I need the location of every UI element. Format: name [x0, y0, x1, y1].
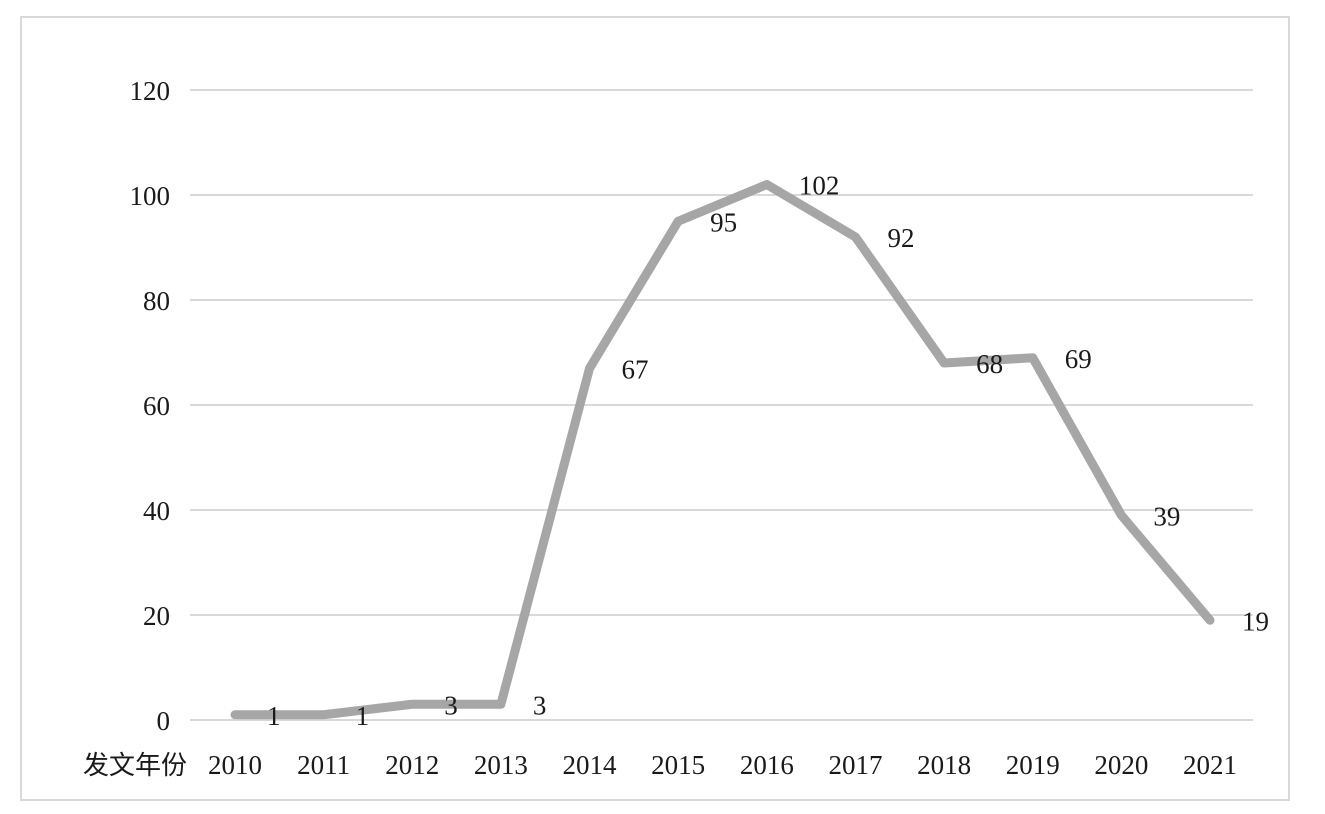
data-point [500, 703, 502, 705]
data-label: 1 [267, 701, 281, 731]
x-tick-label: 2011 [297, 750, 350, 780]
data-label: 69 [1065, 344, 1092, 374]
data-point [943, 362, 945, 364]
data-point [1209, 619, 1211, 621]
y-tick-label: 20 [143, 601, 170, 631]
data-point [1120, 514, 1122, 516]
x-tick-label: 2021 [1183, 750, 1237, 780]
data-label: 19 [1242, 606, 1269, 636]
data-point [411, 703, 413, 705]
data-point [323, 714, 325, 716]
x-tick-label: 2018 [917, 750, 971, 780]
x-tick-label: 2019 [1006, 750, 1060, 780]
series-line [230, 180, 1215, 720]
data-point [766, 184, 768, 185]
y-tick-label: 0 [157, 706, 171, 736]
data-point [1032, 357, 1034, 359]
data-label: 67 [622, 354, 649, 384]
data-point [854, 236, 856, 238]
data-label: 92 [887, 223, 914, 253]
chart-frame [20, 16, 1290, 801]
data-label: 1 [356, 701, 370, 731]
y-tick-label: 80 [143, 286, 170, 316]
data-label: 3 [533, 690, 547, 720]
x-tick-label: 2020 [1094, 750, 1148, 780]
y-tick-label: 40 [143, 496, 170, 526]
data-labels: 1 1 3 3 67 95 102 92 68 69 39 19 [267, 171, 1269, 731]
x-tick-label: 2017 [828, 750, 882, 780]
x-tick-label: 2014 [563, 750, 618, 780]
x-tick-label: 2016 [740, 750, 794, 780]
y-tick-label: 120 [130, 76, 171, 106]
data-label: 68 [976, 349, 1003, 379]
data-point [589, 367, 591, 369]
data-point [677, 220, 679, 222]
data-label: 95 [710, 207, 737, 237]
y-tick-label: 100 [130, 181, 171, 211]
series-group [230, 180, 1215, 720]
data-point [234, 714, 236, 716]
x-axis-ticks: 2010 2011 2012 2013 2014 2015 2016 2017 2018 2019… [208, 750, 1237, 780]
x-tick-label: 2015 [651, 750, 705, 780]
data-label: 39 [1153, 501, 1180, 531]
x-tick-label: 2012 [385, 750, 439, 780]
x-axis-label: 发文年份 [83, 751, 187, 781]
y-axis-ticks: 0 20 40 60 80 100 120 [130, 76, 171, 736]
y-tick-label: 60 [143, 391, 170, 421]
gridlines [190, 89, 1253, 721]
x-tick-label: 2013 [474, 750, 528, 780]
data-label: 102 [799, 171, 840, 201]
x-tick-label: 2010 [208, 750, 262, 780]
data-label: 3 [444, 690, 458, 720]
